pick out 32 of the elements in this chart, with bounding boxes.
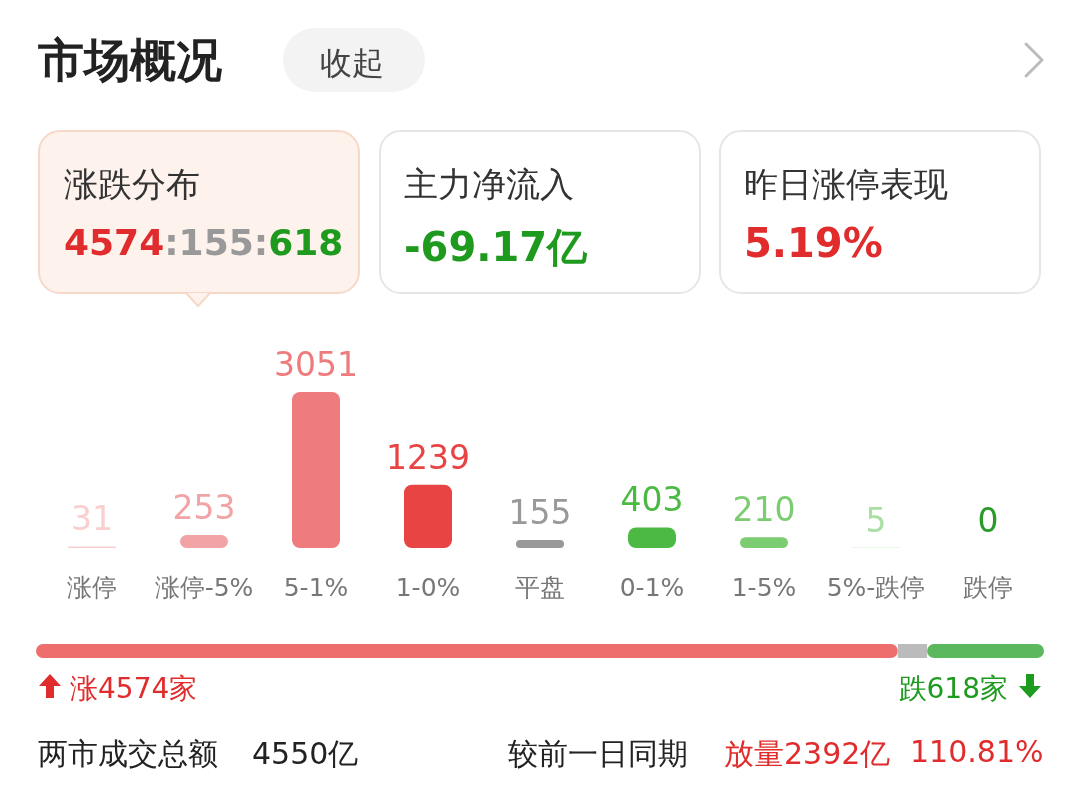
- x-tick-label: 0-1%: [619, 573, 685, 602]
- x-tick-label: 1-0%: [395, 573, 461, 602]
- data-label: 3051: [274, 345, 358, 384]
- x-tick-label: 1-5%: [731, 573, 797, 602]
- data-label: 5: [865, 500, 887, 540]
- x-tick-label: 涨停-5%: [154, 573, 254, 602]
- text: 涨跌分布: [64, 163, 200, 206]
- text: 110.81%: [910, 734, 1044, 769]
- data-label: 0: [977, 501, 999, 540]
- data-label: 210: [732, 490, 796, 530]
- text: 两市成交总额: [38, 735, 218, 773]
- x-tick-label: 5-1%: [283, 573, 349, 602]
- text: 5.19%: [744, 220, 883, 266]
- text: 跌618家: [898, 671, 1008, 707]
- text: 4550亿: [252, 735, 359, 773]
- data-label: 253: [172, 488, 236, 528]
- text: 4574:155:618: [64, 222, 344, 263]
- text: 放量2392亿: [724, 735, 891, 773]
- text: 主力净流入: [404, 163, 574, 206]
- text: -69.17亿: [404, 223, 588, 272]
- chart-title: 市场概况: [38, 32, 222, 89]
- x-tick-label: 平盘: [515, 573, 565, 602]
- text: 昨日涨停表现: [744, 163, 948, 206]
- x-tick-label: 5%-跌停: [826, 573, 926, 602]
- text: 涨4574家: [70, 671, 198, 707]
- text: 较前一日同期: [508, 735, 688, 773]
- x-tick-label: 涨停: [67, 573, 117, 602]
- text: 收起: [320, 43, 384, 84]
- x-tick-label: 跌停: [963, 573, 1013, 602]
- data-label: 1239: [386, 437, 470, 477]
- data-label: 155: [508, 493, 572, 533]
- data-label: 403: [620, 480, 684, 520]
